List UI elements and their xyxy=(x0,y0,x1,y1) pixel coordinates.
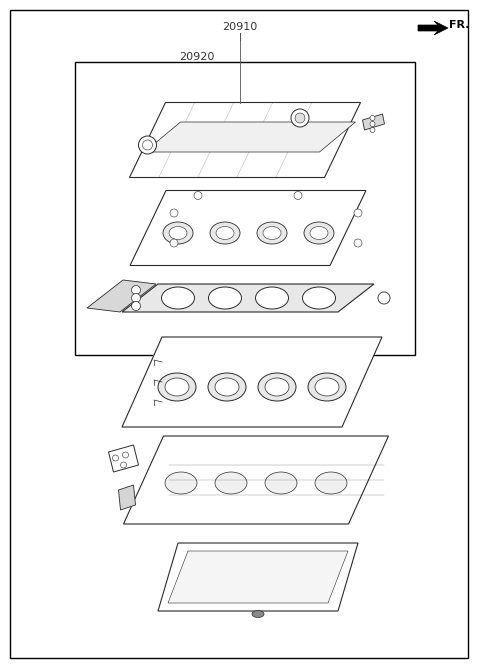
Bar xyxy=(75,62,415,355)
Ellipse shape xyxy=(304,222,334,244)
Text: 20920: 20920 xyxy=(180,52,215,62)
Ellipse shape xyxy=(302,287,336,309)
Circle shape xyxy=(120,462,127,468)
Ellipse shape xyxy=(308,373,346,401)
Circle shape xyxy=(378,292,390,304)
Circle shape xyxy=(291,109,309,127)
Ellipse shape xyxy=(163,222,193,244)
Ellipse shape xyxy=(208,373,246,401)
Polygon shape xyxy=(122,337,382,427)
Circle shape xyxy=(354,209,362,217)
Ellipse shape xyxy=(263,227,281,239)
Ellipse shape xyxy=(258,373,296,401)
Ellipse shape xyxy=(310,227,328,239)
Circle shape xyxy=(122,452,129,458)
Text: 20910: 20910 xyxy=(222,22,258,32)
Ellipse shape xyxy=(315,472,347,494)
Circle shape xyxy=(132,293,141,303)
Circle shape xyxy=(294,191,302,199)
Circle shape xyxy=(370,121,375,127)
Polygon shape xyxy=(168,551,348,603)
Ellipse shape xyxy=(161,287,194,309)
Circle shape xyxy=(295,113,305,123)
Polygon shape xyxy=(130,191,366,265)
Polygon shape xyxy=(108,445,139,472)
Ellipse shape xyxy=(265,472,297,494)
Circle shape xyxy=(354,239,362,247)
Circle shape xyxy=(370,127,375,133)
Polygon shape xyxy=(119,485,135,510)
Ellipse shape xyxy=(257,222,287,244)
Circle shape xyxy=(139,136,156,154)
Circle shape xyxy=(370,115,375,121)
Ellipse shape xyxy=(215,472,247,494)
Polygon shape xyxy=(123,436,388,524)
Circle shape xyxy=(170,209,178,217)
Ellipse shape xyxy=(169,227,187,239)
Circle shape xyxy=(112,455,119,461)
Text: FR.: FR. xyxy=(449,20,469,30)
Ellipse shape xyxy=(255,287,288,309)
Polygon shape xyxy=(122,284,374,312)
Ellipse shape xyxy=(315,378,339,396)
Polygon shape xyxy=(158,543,358,611)
Polygon shape xyxy=(418,21,448,35)
Ellipse shape xyxy=(265,378,289,396)
Ellipse shape xyxy=(210,222,240,244)
Circle shape xyxy=(132,285,141,295)
Ellipse shape xyxy=(215,378,239,396)
Ellipse shape xyxy=(208,287,241,309)
Polygon shape xyxy=(130,103,360,177)
Polygon shape xyxy=(362,114,384,130)
Polygon shape xyxy=(144,122,356,152)
Polygon shape xyxy=(87,280,156,312)
Ellipse shape xyxy=(158,373,196,401)
Circle shape xyxy=(194,191,202,199)
Circle shape xyxy=(170,239,178,247)
Circle shape xyxy=(132,301,141,311)
Ellipse shape xyxy=(165,378,189,396)
Ellipse shape xyxy=(165,472,197,494)
Circle shape xyxy=(143,140,153,150)
Ellipse shape xyxy=(252,610,264,618)
Ellipse shape xyxy=(216,227,234,239)
